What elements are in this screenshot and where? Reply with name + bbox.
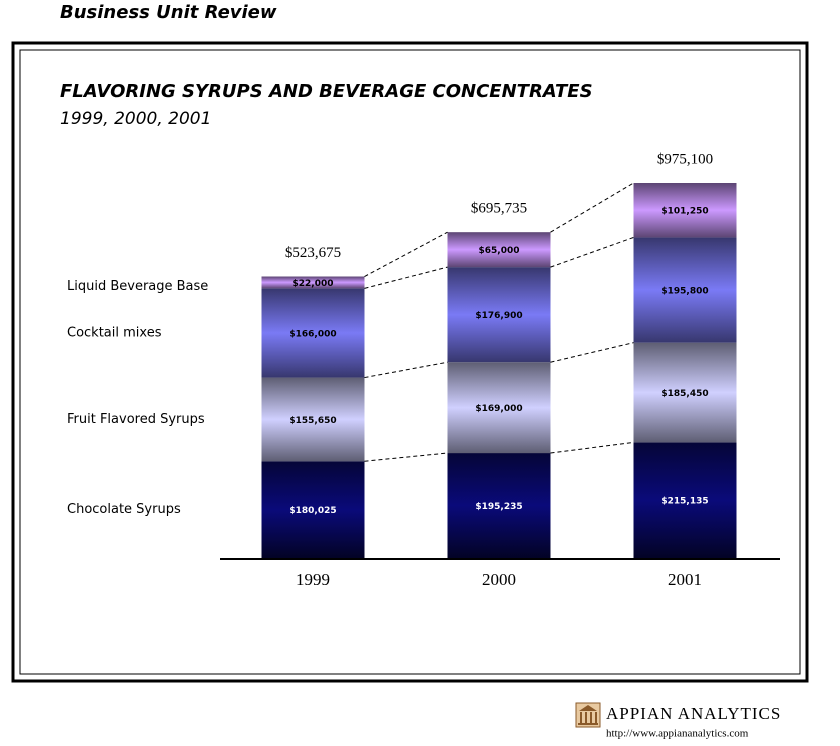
bar-segment — [261, 461, 365, 558]
series-label: Chocolate Syrups — [67, 502, 181, 517]
value-label: $101,250 — [661, 207, 708, 217]
frame-inner — [19, 49, 801, 675]
connector — [364, 452, 448, 462]
x-tick-label: 2000 — [482, 570, 516, 589]
connector — [364, 266, 448, 289]
x-tick-label: 2001 — [668, 570, 702, 589]
value-label: $169,000 — [475, 404, 522, 414]
bar-segment — [261, 288, 365, 378]
value-label: $185,450 — [661, 389, 708, 399]
connector — [550, 441, 634, 454]
total-label: $695,735 — [471, 201, 527, 217]
bar-segment — [633, 237, 737, 343]
total-label: $523,675 — [285, 245, 341, 261]
value-label: $22,000 — [293, 279, 334, 289]
value-label: $65,000 — [479, 246, 520, 256]
value-label: $166,000 — [289, 329, 336, 339]
frame-outer — [11, 41, 809, 683]
bar-segment — [633, 183, 737, 238]
x-tick-label: 1999 — [296, 570, 330, 589]
url: http://www.appiananalytics.com — [606, 728, 749, 740]
series-label: Fruit Flavored Syrups — [67, 412, 205, 427]
chart-title: FLAVORING SYRUPS AND BEVERAGE CONCENTRAT… — [60, 81, 593, 102]
logo-icon — [575, 702, 601, 728]
bar-segment — [447, 362, 551, 454]
connector — [364, 361, 448, 379]
connector — [550, 342, 634, 363]
bar-segment — [261, 276, 365, 289]
connector — [550, 236, 634, 268]
header-title: Business Unit Review — [60, 2, 277, 23]
value-label: $195,800 — [661, 287, 708, 297]
connector — [364, 231, 448, 277]
bar-segment — [447, 453, 551, 558]
bar-segment — [261, 377, 365, 462]
value-label: $176,900 — [475, 311, 522, 321]
value-label: $195,235 — [475, 502, 522, 512]
series-label: Liquid Beverage Base — [67, 279, 208, 294]
bar-segment — [633, 342, 737, 443]
total-label: $975,100 — [657, 151, 713, 167]
value-label: $215,135 — [661, 497, 708, 507]
bar-segment — [633, 442, 737, 558]
chart-subtitle: 1999, 2000, 2001 — [60, 109, 211, 129]
bar-segment — [447, 232, 551, 268]
connector — [550, 182, 634, 233]
value-label: $180,025 — [289, 506, 336, 516]
value-label: $155,650 — [289, 416, 336, 426]
series-label: Cocktail mixes — [67, 325, 162, 340]
brand: APPIAN ANALYTICS — [606, 704, 781, 723]
bar-segment — [447, 267, 551, 363]
